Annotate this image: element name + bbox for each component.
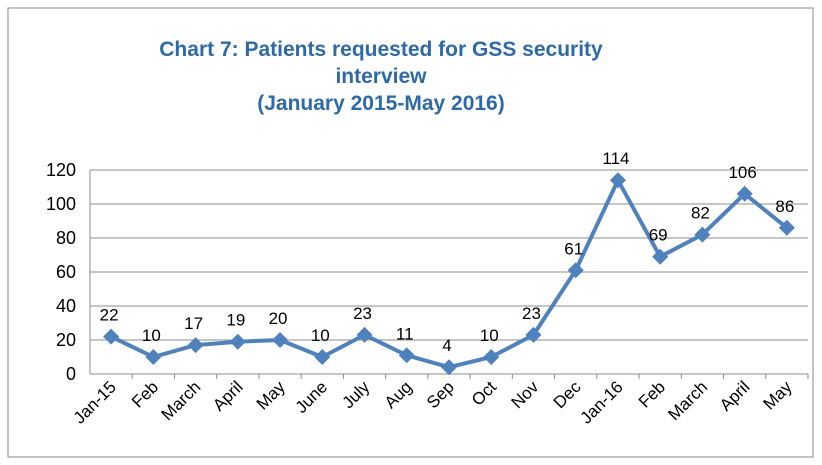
data-label: 11 <box>396 324 414 343</box>
y-tick-label: 80 <box>56 228 76 248</box>
title-line: interview <box>335 65 427 88</box>
marker <box>652 248 669 265</box>
data-label: 82 <box>691 204 710 223</box>
data-label: 4 <box>442 336 451 355</box>
chart-border <box>7 7 814 458</box>
data-label: 19 <box>226 311 245 330</box>
data-label: 114 <box>602 149 629 168</box>
marker <box>609 172 626 189</box>
y-tick-label: 120 <box>46 160 76 180</box>
data-label: 69 <box>649 226 668 245</box>
marker <box>314 349 331 365</box>
data-label: 10 <box>142 326 161 345</box>
data-label: 17 <box>184 314 203 333</box>
y-tick-label: 60 <box>56 262 76 282</box>
chart-title: Chart 7: Patients requested for GSS secu… <box>0 36 822 117</box>
marker <box>483 349 500 365</box>
marker <box>567 262 584 279</box>
data-label: 23 <box>353 304 372 323</box>
y-tick-label: 40 <box>56 296 76 316</box>
marker <box>229 333 246 350</box>
y-tick-label: 20 <box>56 330 76 350</box>
data-label: 10 <box>480 326 499 345</box>
marker <box>398 347 415 364</box>
data-label: 20 <box>269 309 288 328</box>
data-label: 86 <box>775 197 794 216</box>
data-label: 106 <box>728 163 756 182</box>
data-label: 61 <box>564 239 583 258</box>
data-label: 10 <box>311 326 330 345</box>
title-line: (January 2015-May 2016) <box>257 92 505 115</box>
y-tick-label: 100 <box>46 194 76 214</box>
marker <box>145 349 162 365</box>
marker <box>356 326 373 343</box>
marker <box>272 332 289 348</box>
marker <box>694 226 711 243</box>
data-label: 22 <box>100 306 119 325</box>
marker <box>103 328 120 345</box>
data-label: 23 <box>522 304 541 323</box>
marker <box>525 326 542 343</box>
marker <box>778 219 795 236</box>
marker <box>736 185 753 202</box>
y-tick-label: 0 <box>66 364 76 384</box>
title-line: Chart 7: Patients requested for GSS secu… <box>159 38 603 61</box>
marker <box>187 337 204 354</box>
marker <box>441 359 457 376</box>
